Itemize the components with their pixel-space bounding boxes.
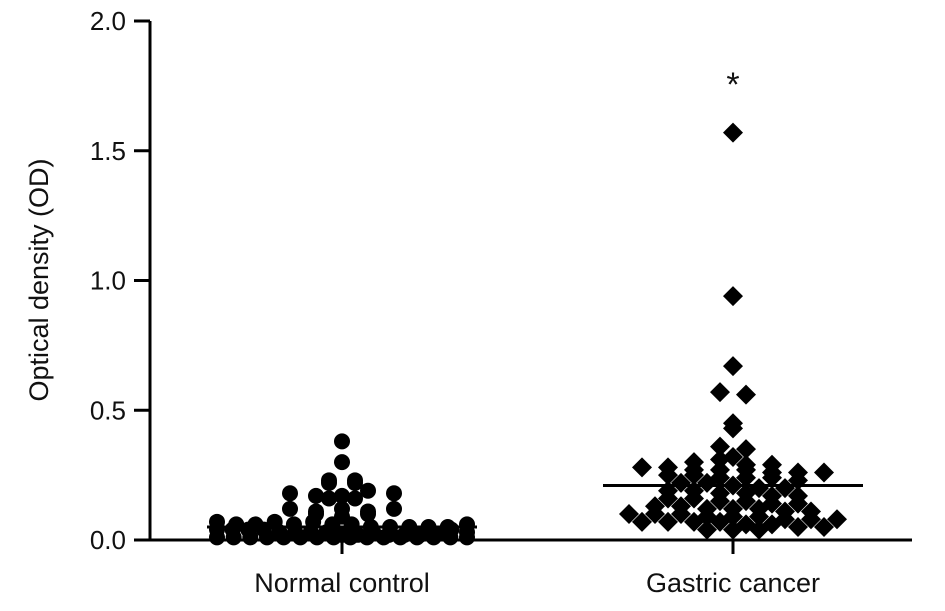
gastric-cancer-point — [788, 517, 808, 538]
normal-control-point — [259, 529, 275, 546]
y-tick-label: 0.5 — [90, 395, 126, 425]
gastric-cancer-point — [801, 509, 821, 530]
gastric-cancer-point — [697, 472, 717, 493]
mean-lines — [207, 484, 863, 529]
x-axis: Normal control Gastric cancer — [150, 538, 912, 598]
gastric-cancer-point — [749, 519, 769, 540]
normal-control-point — [292, 529, 309, 546]
normal-control-point — [321, 490, 337, 507]
gastric-cancer-point — [723, 122, 743, 143]
data-points — [209, 122, 847, 546]
gastric-cancer-point — [710, 449, 730, 470]
gastric-cancer-point — [736, 467, 756, 488]
gastric-cancer-point — [658, 488, 678, 509]
gastric-cancer-point — [632, 511, 652, 532]
normal-control-point — [334, 487, 350, 504]
gastric-cancer-point — [697, 519, 717, 540]
gastric-cancer-point — [684, 465, 704, 486]
normal-control-point — [225, 529, 242, 546]
gastric-cancer-point — [619, 504, 639, 525]
normal-control-point — [392, 529, 409, 546]
normal-control-point — [360, 482, 376, 499]
normal-control-point — [282, 500, 298, 517]
normal-control-point — [321, 474, 337, 491]
gastric-cancer-point — [788, 493, 808, 514]
gastric-cancer-point — [671, 504, 691, 525]
normal-control-point — [359, 529, 375, 546]
gastric-cancer-point — [658, 465, 678, 486]
normal-control-point — [347, 472, 363, 489]
gastric-cancer-point — [814, 462, 834, 483]
normal-control-point — [242, 529, 259, 546]
gastric-cancer-point — [827, 509, 847, 530]
gastric-cancer-point — [723, 519, 743, 540]
normal-control-point — [325, 529, 342, 546]
x-tick-label: Normal control — [254, 568, 430, 598]
gastric-cancer-point — [710, 436, 730, 457]
normal-control-point — [209, 529, 225, 546]
x-tick-label: Gastric cancer — [646, 568, 820, 598]
gastric-cancer-point — [658, 511, 678, 532]
gastric-cancer-point — [723, 286, 743, 307]
gastric-cancer-point — [684, 488, 704, 509]
gastric-cancer-point — [645, 504, 665, 525]
normal-control-point — [386, 485, 402, 502]
gastric-cancer-point — [710, 491, 730, 512]
normal-control-point — [375, 529, 392, 546]
normal-control-point — [334, 454, 350, 471]
y-axis-title: Optical density (OD) — [24, 158, 54, 401]
normal-control-point — [347, 490, 363, 507]
y-tick-label: 1.5 — [90, 136, 126, 166]
gastric-cancer-point — [736, 384, 756, 405]
gastric-cancer-point — [671, 472, 691, 493]
y-tick-label: 0.0 — [90, 525, 126, 555]
y-tick-label: 1.0 — [90, 266, 126, 296]
y-tick-label: 2.0 — [90, 6, 126, 36]
gastric-cancer-point — [723, 418, 743, 439]
normal-control-point — [360, 506, 376, 523]
gastric-cancer-point — [762, 467, 782, 488]
gastric-cancer-point — [736, 439, 756, 460]
gastric-cancer-point — [710, 382, 730, 403]
normal-control-point — [459, 516, 475, 533]
normal-control-point — [334, 433, 350, 450]
gastric-cancer-point — [749, 506, 769, 527]
gastric-cancer-point — [684, 511, 704, 532]
normal-control-point — [409, 529, 425, 546]
gastric-cancer-point — [723, 356, 743, 377]
normal-control-point — [275, 529, 292, 546]
normal-control-point — [425, 529, 442, 546]
gastric-cancer-point — [814, 517, 834, 538]
normal-control-point — [443, 521, 460, 538]
y-axis: 0.0 0.5 1.0 1.5 2.0 — [90, 6, 152, 555]
gastric-cancer-point — [736, 491, 756, 512]
gastric-cancer-point — [632, 457, 652, 478]
significance-annotation: * — [726, 66, 739, 104]
normal-control-point — [308, 487, 324, 504]
normal-control-point — [309, 529, 325, 546]
normal-control-point — [342, 529, 359, 546]
gastric-cancer-point — [775, 478, 795, 499]
normal-control-point — [282, 485, 298, 502]
gastric-cancer-point — [723, 446, 743, 467]
gastric-cancer-point — [710, 511, 730, 532]
normal-control-point — [386, 500, 402, 517]
